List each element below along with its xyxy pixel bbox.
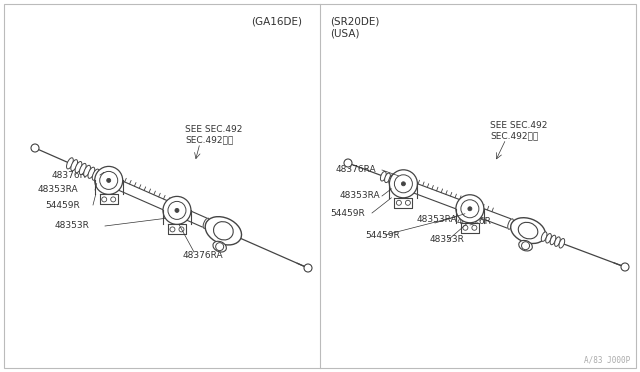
Ellipse shape — [84, 165, 90, 176]
Circle shape — [396, 200, 401, 205]
Ellipse shape — [511, 220, 517, 231]
Ellipse shape — [214, 223, 221, 233]
Text: 48353R: 48353R — [55, 221, 90, 231]
Text: (USA): (USA) — [330, 28, 360, 38]
Text: SEC.492参照: SEC.492参照 — [490, 131, 538, 141]
Ellipse shape — [380, 171, 386, 181]
Ellipse shape — [75, 161, 82, 173]
Ellipse shape — [214, 222, 233, 240]
Circle shape — [216, 243, 223, 251]
Text: 54459R: 54459R — [330, 208, 365, 218]
Circle shape — [175, 208, 179, 212]
Ellipse shape — [546, 234, 552, 243]
Text: 48376RA: 48376RA — [336, 166, 376, 174]
Ellipse shape — [67, 158, 74, 169]
Ellipse shape — [393, 176, 399, 186]
Circle shape — [163, 196, 191, 224]
Circle shape — [461, 200, 479, 218]
Ellipse shape — [79, 163, 86, 174]
Text: 48353RA: 48353RA — [340, 192, 381, 201]
Text: SEC.492参照: SEC.492参照 — [185, 135, 233, 144]
Text: 54459R: 54459R — [365, 231, 400, 240]
Ellipse shape — [515, 222, 521, 232]
Circle shape — [405, 200, 410, 205]
Circle shape — [522, 242, 529, 250]
Ellipse shape — [519, 223, 525, 234]
Circle shape — [472, 225, 477, 230]
Circle shape — [168, 201, 186, 219]
Ellipse shape — [211, 221, 217, 232]
Polygon shape — [461, 223, 479, 233]
Circle shape — [31, 144, 39, 152]
Ellipse shape — [397, 178, 403, 187]
Ellipse shape — [550, 235, 556, 245]
Circle shape — [95, 166, 123, 195]
Text: (SR20DE): (SR20DE) — [330, 17, 380, 27]
Ellipse shape — [519, 240, 532, 251]
Circle shape — [389, 170, 417, 198]
Ellipse shape — [559, 238, 564, 248]
Ellipse shape — [555, 237, 560, 246]
Text: 54459R: 54459R — [45, 201, 80, 209]
Polygon shape — [168, 224, 186, 234]
Ellipse shape — [541, 232, 547, 241]
Polygon shape — [100, 195, 118, 204]
Circle shape — [111, 197, 116, 202]
Text: 48376R: 48376R — [52, 170, 87, 180]
Text: 48376R: 48376R — [457, 218, 492, 227]
Ellipse shape — [203, 218, 209, 228]
Ellipse shape — [92, 169, 99, 180]
Ellipse shape — [71, 160, 77, 171]
Circle shape — [621, 263, 629, 271]
Ellipse shape — [518, 222, 538, 239]
Ellipse shape — [205, 217, 241, 245]
Circle shape — [170, 227, 175, 232]
Ellipse shape — [401, 179, 407, 189]
Circle shape — [100, 171, 118, 189]
Circle shape — [468, 207, 472, 211]
Text: SEE SEC.492: SEE SEC.492 — [185, 125, 243, 135]
Text: (GA16DE): (GA16DE) — [251, 17, 302, 27]
Circle shape — [344, 159, 352, 167]
Ellipse shape — [524, 225, 529, 235]
Circle shape — [107, 179, 111, 182]
Ellipse shape — [508, 219, 513, 229]
Circle shape — [463, 225, 468, 230]
Ellipse shape — [207, 220, 213, 230]
Text: 48353R: 48353R — [430, 235, 465, 244]
Text: 48376RA: 48376RA — [183, 250, 223, 260]
Text: 48353RA: 48353RA — [417, 215, 458, 224]
Circle shape — [179, 227, 184, 232]
Ellipse shape — [218, 225, 225, 235]
Ellipse shape — [385, 173, 390, 183]
Circle shape — [401, 182, 405, 186]
Ellipse shape — [213, 241, 227, 252]
Circle shape — [102, 197, 107, 202]
Ellipse shape — [511, 218, 545, 244]
Text: SEE SEC.492: SEE SEC.492 — [490, 122, 547, 131]
Circle shape — [394, 175, 412, 193]
Text: 48353RA: 48353RA — [38, 186, 79, 195]
Circle shape — [456, 195, 484, 223]
Ellipse shape — [388, 174, 394, 184]
Text: A/83 J000P: A/83 J000P — [584, 356, 630, 365]
Circle shape — [304, 264, 312, 272]
Polygon shape — [394, 198, 412, 208]
Ellipse shape — [88, 167, 95, 178]
